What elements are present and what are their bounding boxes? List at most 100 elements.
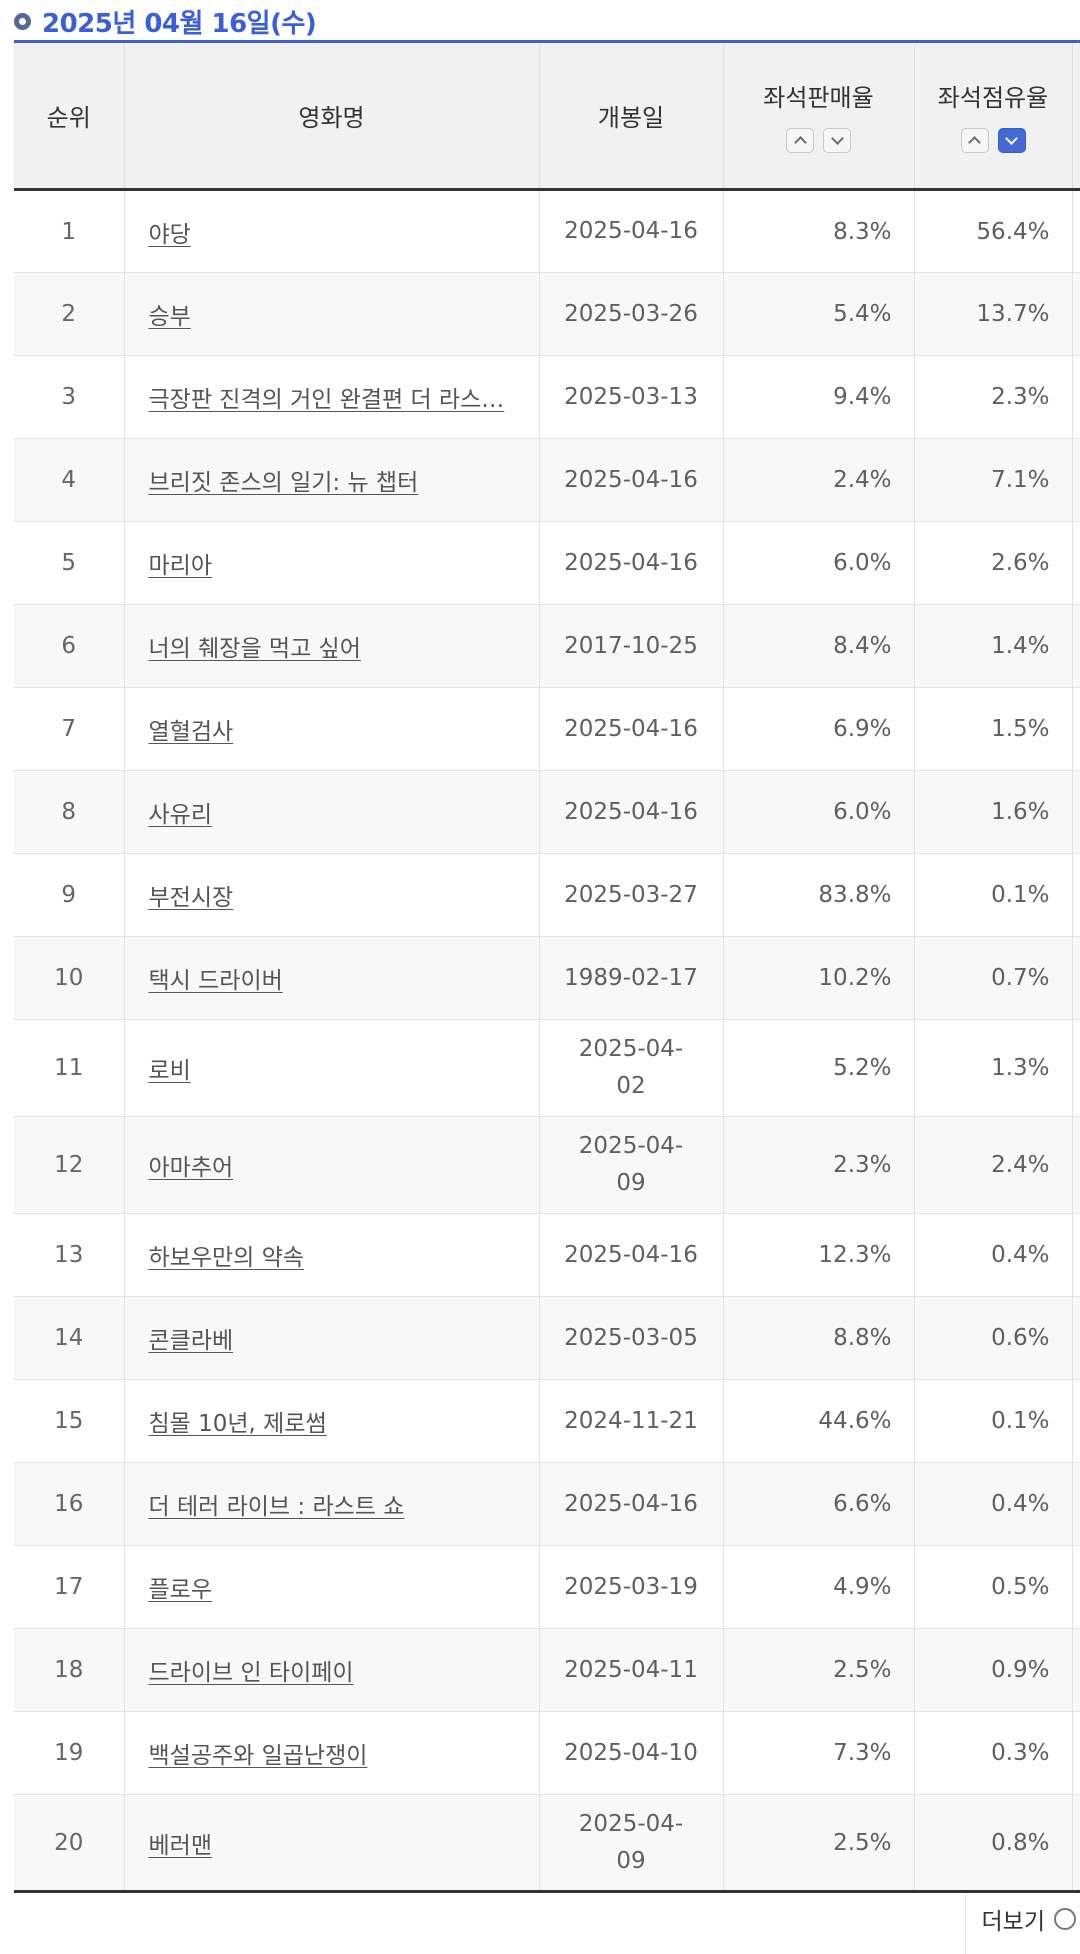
- movie-title-link[interactable]: 하보우만의 약속: [148, 1245, 304, 1271]
- release-date-cell: 2024-11-21: [539, 1379, 724, 1463]
- movie-title-cell: 브리짓 존스의 일기: 뉴 챕터: [124, 438, 540, 522]
- clipped-cell: [1072, 687, 1080, 771]
- seat-sales-cell: 2.4%: [723, 438, 915, 522]
- movie-title-cell: 콘클라베: [124, 1296, 540, 1380]
- seat-share-cell: 1.3%: [914, 1019, 1073, 1117]
- seat-sales-cell: 8.8%: [723, 1296, 915, 1380]
- rank-cell: 12: [14, 1116, 125, 1214]
- seat-sales-cell: 8.4%: [723, 604, 915, 688]
- movie-title-cell: 마리아: [124, 521, 540, 605]
- movie-title-link[interactable]: 야당: [148, 221, 191, 248]
- sort-seat-sales-desc-button[interactable]: [823, 128, 851, 153]
- release-date-cell: 2025-03-27: [539, 853, 724, 937]
- movie-title-link[interactable]: 드라이브 인 타이페이: [148, 1660, 354, 1686]
- seat-share-cell: 13.7%: [914, 272, 1073, 356]
- table-row: 2 승부 2025-03-26 5.4% 13.7%: [14, 272, 1080, 356]
- movie-title-link[interactable]: 사유리: [148, 802, 212, 828]
- movie-title-cell: 열혈검사: [124, 687, 540, 771]
- seat-sales-cell: 2.5%: [723, 1628, 915, 1712]
- rank-cell: 17: [14, 1545, 125, 1629]
- movie-title-cell: 로비: [124, 1019, 540, 1117]
- movie-title-cell: 더 테러 라이브 : 라스트 쇼: [124, 1462, 540, 1546]
- seat-share-cell: 0.3%: [914, 1711, 1073, 1795]
- movie-title-link[interactable]: 택시 드라이버: [148, 968, 283, 994]
- movie-title-link[interactable]: 너의 췌장을 먹고 싶어: [148, 636, 361, 662]
- seat-sales-cell: 5.4%: [723, 272, 915, 356]
- column-header-title-label: 영화명: [298, 104, 365, 132]
- release-date-cell: 2025-04- 09: [539, 1794, 724, 1893]
- table-footer: 더보기: [14, 1893, 1080, 1954]
- clipped-cell: [1072, 1545, 1080, 1629]
- seat-sales-cell: 2.3%: [723, 1116, 915, 1214]
- release-date-cell: 2025-04-16: [539, 438, 724, 522]
- seat-sales-cell: 2.5%: [723, 1794, 915, 1893]
- clipped-cell: [1072, 521, 1080, 605]
- rank-cell: 4: [14, 438, 125, 522]
- rank-cell: 16: [14, 1462, 125, 1546]
- rank-cell: 18: [14, 1628, 125, 1712]
- table-body: 1 야당 2025-04-16 8.3% 56.4% 2 승부 2025-03-26 5.4% 1…: [14, 189, 1080, 1893]
- clipped-cell: [1072, 1213, 1080, 1297]
- clipped-cell: [1072, 1116, 1080, 1214]
- movie-title-cell: 백설공주와 일곱난쟁이: [124, 1711, 540, 1795]
- rank-cell: 5: [14, 521, 125, 605]
- movie-title-link[interactable]: 극장판 진격의 거인 완결편 더 라스…: [148, 387, 505, 413]
- table-row: 20 베러맨 2025-04- 09 2.5% 0.8%: [14, 1794, 1080, 1893]
- release-date-cell: 2025-04-16: [539, 1213, 724, 1297]
- seat-sales-cell: 6.0%: [723, 770, 915, 854]
- column-header-clipped: [1072, 41, 1080, 191]
- movie-title-link[interactable]: 콘클라베: [148, 1328, 234, 1354]
- release-date-cell: 2025-04-16: [539, 521, 724, 605]
- movie-title-cell: 부전시장: [124, 853, 540, 937]
- release-date-cell: 2025-04-16: [539, 770, 724, 854]
- sort-seat-share-desc-button[interactable]: [997, 128, 1026, 153]
- movie-title-link[interactable]: 베러맨: [148, 1832, 212, 1859]
- column-header-seat-share-label: 좌석점유율: [937, 84, 1049, 112]
- rank-cell: 19: [14, 1711, 125, 1795]
- movie-title-link[interactable]: 마리아: [148, 553, 212, 579]
- movie-title-cell: 아마추어: [124, 1116, 540, 1214]
- seat-sales-cell: 9.4%: [723, 355, 915, 439]
- clipped-cell: [1072, 770, 1080, 854]
- bullet-ring-icon: [14, 12, 31, 30]
- movie-title-cell: 극장판 진격의 거인 완결편 더 라스…: [124, 355, 540, 439]
- table-row: 9 부전시장 2025-03-27 83.8% 0.1%: [14, 853, 1080, 937]
- release-date-cell: 2025-04- 02: [539, 1019, 724, 1117]
- movie-title-link[interactable]: 더 테러 라이브 : 라스트 쇼: [148, 1494, 405, 1520]
- movie-title-link[interactable]: 백설공주와 일곱난쟁이: [148, 1743, 368, 1769]
- sort-seat-sales-asc-button[interactable]: [786, 128, 814, 153]
- movie-title-link[interactable]: 열혈검사: [148, 719, 234, 745]
- movie-title-link[interactable]: 플로우: [148, 1577, 212, 1603]
- seat-share-cell: 2.4%: [914, 1116, 1073, 1214]
- table-row: 6 너의 췌장을 먹고 싶어 2017-10-25 8.4% 1.4%: [14, 604, 1080, 688]
- movie-title-link[interactable]: 승부: [148, 304, 191, 330]
- load-more-button[interactable]: 더보기: [964, 1893, 1080, 1954]
- movie-title-link[interactable]: 침몰 10년, 제로썸: [148, 1411, 327, 1437]
- column-header-title: 영화명: [124, 41, 540, 191]
- movie-title-cell: 승부: [124, 272, 540, 356]
- rank-cell: 9: [14, 853, 125, 937]
- table-row: 18 드라이브 인 타이페이 2025-04-11 2.5% 0.9%: [14, 1628, 1080, 1712]
- table-row: 1 야당 2025-04-16 8.3% 56.4%: [14, 189, 1080, 273]
- rank-cell: 3: [14, 355, 125, 439]
- rank-cell: 13: [14, 1213, 125, 1297]
- movie-title-cell: 너의 췌장을 먹고 싶어: [124, 604, 540, 688]
- clipped-cell: [1072, 1296, 1080, 1380]
- more-circle-icon: [1054, 1908, 1076, 1930]
- movie-title-link[interactable]: 부전시장: [148, 885, 234, 911]
- release-date-cell: 2025-03-26: [539, 272, 724, 356]
- header-row: 순위 영화명 개봉일 좌석판매율: [14, 41, 1080, 191]
- movie-title-link[interactable]: 로비: [148, 1058, 191, 1084]
- table-row: 13 하보우만의 약속 2025-04-16 12.3% 0.4%: [14, 1213, 1080, 1297]
- column-header-seat-sales: 좌석판매율: [723, 41, 915, 191]
- seat-sales-cell: 44.6%: [723, 1379, 915, 1463]
- movie-title-link[interactable]: 브리짓 존스의 일기: 뉴 챕터: [148, 470, 419, 496]
- seat-share-cell: 0.8%: [914, 1794, 1073, 1893]
- movie-title-link[interactable]: 아마추어: [148, 1155, 234, 1181]
- seat-share-cell: 0.5%: [914, 1545, 1073, 1629]
- sort-seat-share-asc-button[interactable]: [960, 128, 989, 153]
- rank-cell: 8: [14, 770, 125, 854]
- table-row: 7 열혈검사 2025-04-16 6.9% 1.5%: [14, 687, 1080, 771]
- movie-table-container: 순위 영화명 개봉일 좌석판매율: [14, 40, 1080, 1893]
- movie-title-cell: 사유리: [124, 770, 540, 854]
